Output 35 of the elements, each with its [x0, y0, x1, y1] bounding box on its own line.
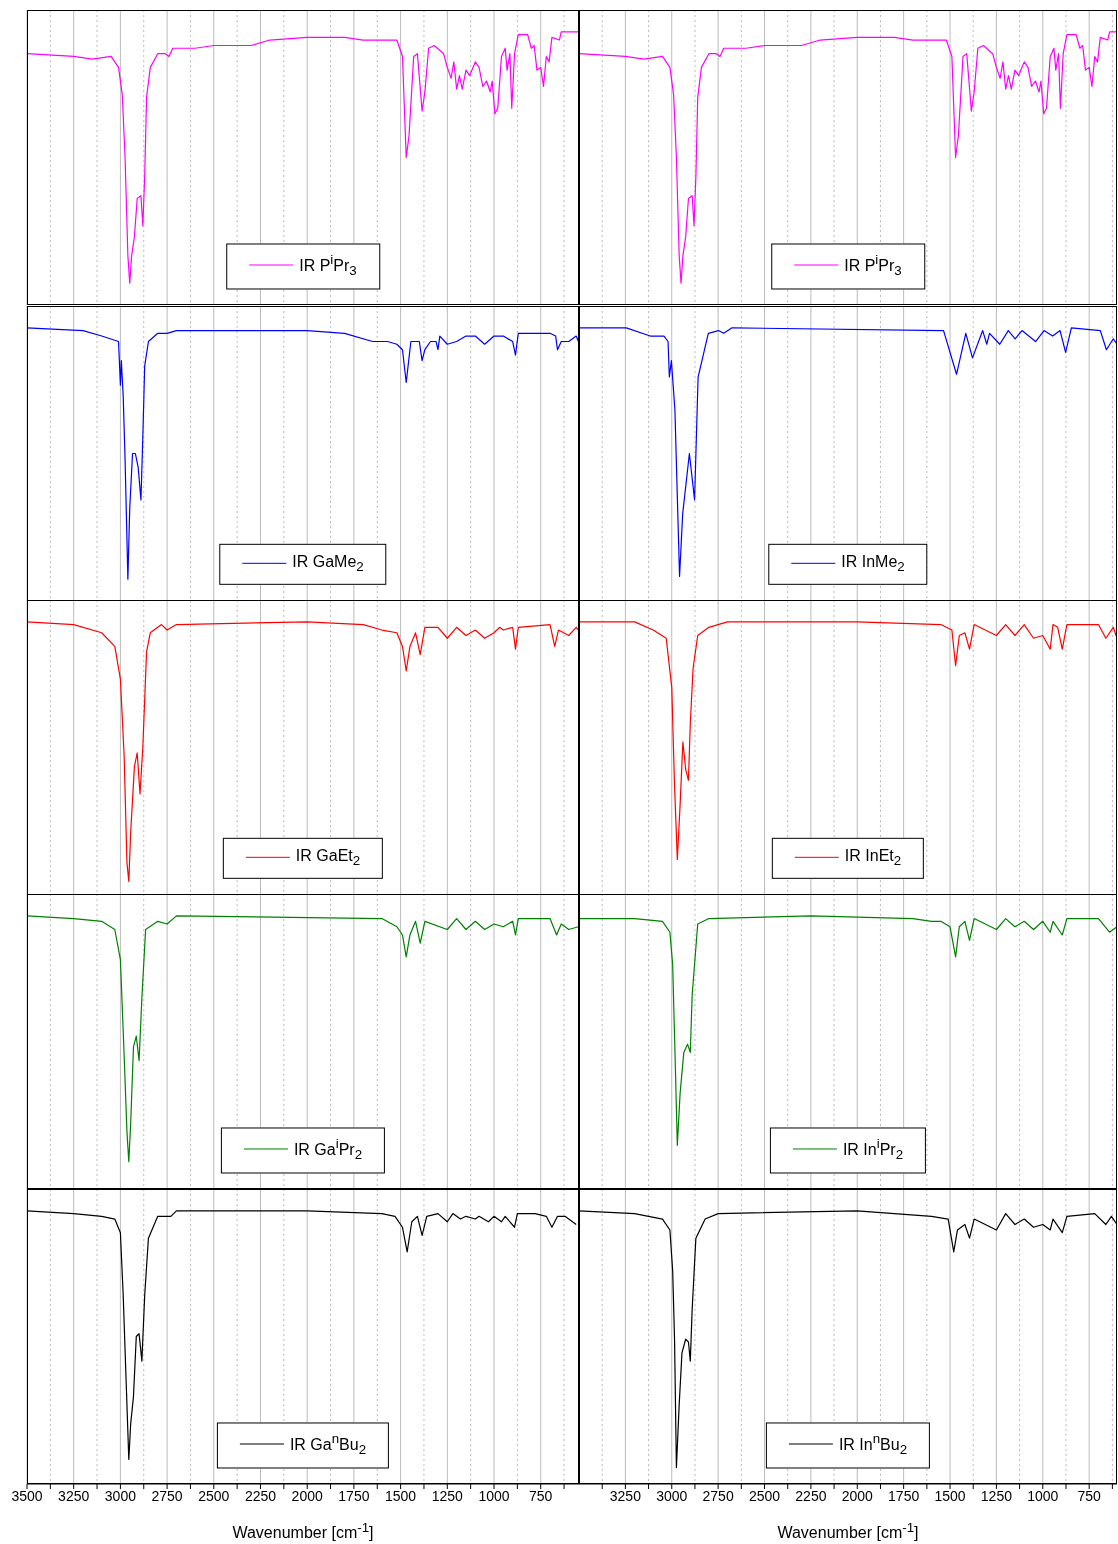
x-tick-label: 3250	[58, 1487, 90, 1504]
x-tick-label: 1250	[980, 1487, 1013, 1504]
x-tick-label: 1500	[934, 1487, 966, 1504]
x-tick-label: 750	[529, 1487, 553, 1504]
x-tick-label: 2250	[244, 1487, 277, 1504]
legend-label: IR GaEt$_{2}$	[295, 846, 361, 868]
legend-label: IR P$^{i}$Pr$_{3}$	[299, 252, 357, 278]
legend-label: IR In$^{i}$Pr$_{2}$	[842, 1136, 904, 1162]
x-tick-label: 1250	[431, 1487, 464, 1504]
x-tick-label: 2500	[198, 1487, 230, 1504]
x-tick-label: 2000	[841, 1487, 874, 1504]
x-tick-label: 1500	[385, 1487, 417, 1504]
legend-label: IR GaMe$_{2}$	[292, 552, 364, 574]
x-tick-label: 2500	[748, 1487, 781, 1504]
x-tick-label: 2250	[795, 1487, 827, 1504]
legend-label: IR Ga$^{n}$Bu$_{2}$	[289, 1431, 367, 1457]
x-tick-label: 2750	[151, 1487, 183, 1504]
x-tick-label: 1000	[478, 1487, 510, 1504]
x-tick-label: 3000	[656, 1487, 688, 1504]
x-tick-label: 3500	[11, 1487, 43, 1504]
x-tick-label: 3250	[609, 1487, 642, 1504]
legend-label: IR InMe$_{2}$	[841, 552, 905, 574]
x-axis-title: Wavenumber [cm$^{-1}$]	[776, 1520, 920, 1543]
x-tick-label: 750	[1077, 1487, 1102, 1504]
legend-label: IR Ga$^{i}$Pr$_{2}$	[293, 1136, 363, 1162]
x-tick-label: 1750	[338, 1487, 370, 1504]
x-tick-label: 1000	[1027, 1487, 1059, 1504]
x-tick-label: 1750	[888, 1487, 920, 1504]
x-tick-label: 3000	[104, 1487, 137, 1504]
x-tick-label: 2750	[702, 1487, 734, 1504]
x-tick-label: 2000	[291, 1487, 323, 1504]
legend-label: IR In$^{n}$Bu$_{2}$	[838, 1431, 908, 1457]
legend-label: IR P$^{i}$Pr$_{3}$	[844, 252, 902, 278]
legend-label: IR InEt$_{2}$	[844, 846, 902, 868]
x-axis-title: Wavenumber [cm$^{-1}$]	[231, 1520, 375, 1543]
